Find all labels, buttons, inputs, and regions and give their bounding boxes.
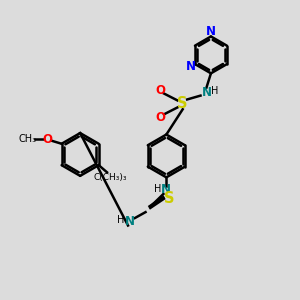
Text: S: S bbox=[164, 191, 175, 206]
Text: C(CH₃)₃: C(CH₃)₃ bbox=[93, 173, 127, 182]
Text: H: H bbox=[154, 184, 162, 194]
Text: N: N bbox=[185, 60, 196, 73]
Text: N: N bbox=[202, 85, 212, 98]
Text: N: N bbox=[206, 25, 216, 38]
Text: H: H bbox=[118, 215, 125, 225]
Text: N: N bbox=[124, 214, 134, 227]
Text: CH₃: CH₃ bbox=[19, 134, 37, 144]
Text: O: O bbox=[155, 111, 165, 124]
Text: O: O bbox=[42, 133, 52, 146]
Text: N: N bbox=[161, 183, 171, 196]
Text: S: S bbox=[177, 96, 188, 111]
Text: O: O bbox=[155, 84, 165, 97]
Text: H: H bbox=[211, 86, 218, 96]
